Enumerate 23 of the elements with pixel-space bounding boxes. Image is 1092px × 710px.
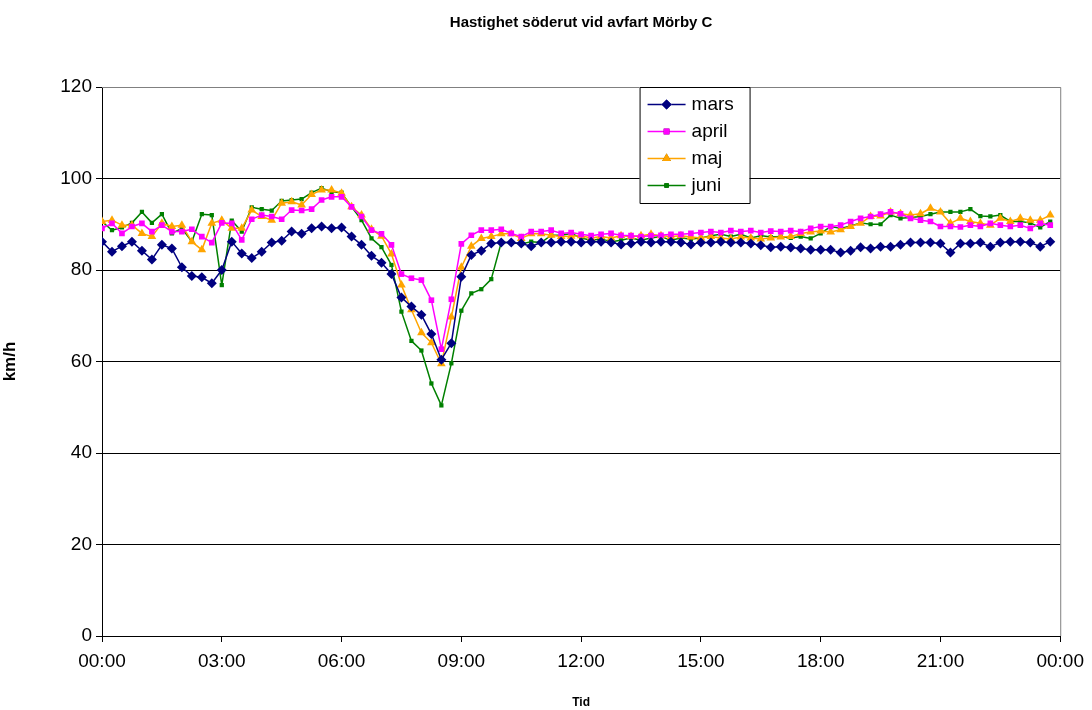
x-tick-label: 00:00 [1036, 649, 1084, 671]
x-tick-label: 15:00 [677, 649, 725, 671]
y-tick-label: 80 [70, 258, 92, 280]
x-axis-title: Tid [572, 695, 590, 710]
y-tick-label: 40 [70, 441, 92, 463]
legend-label: juni [690, 173, 722, 195]
y-tick-label: 100 [60, 166, 92, 188]
x-tick-label: 03:00 [198, 649, 246, 671]
x-tick-label: 06:00 [317, 649, 366, 671]
y-tick-label: 60 [70, 349, 92, 371]
legend-label: maj [691, 146, 723, 168]
y-tick-label: 120 [60, 75, 92, 97]
y-axis-title: km/h [0, 341, 19, 382]
chart-title: Hastighet söderut vid avfart Mörby C [449, 13, 713, 31]
x-tick-label: 21:00 [916, 649, 965, 671]
x-tick-label: 09:00 [437, 649, 486, 671]
x-tick-label: 18:00 [796, 649, 845, 671]
x-tick-label: 00:00 [78, 649, 126, 671]
y-tick-label: 20 [70, 532, 92, 554]
legend-label: mars [691, 92, 734, 114]
legend-label: april [691, 119, 728, 141]
y-tick-label: 0 [81, 624, 92, 646]
x-tick-label: 12:00 [557, 649, 605, 671]
